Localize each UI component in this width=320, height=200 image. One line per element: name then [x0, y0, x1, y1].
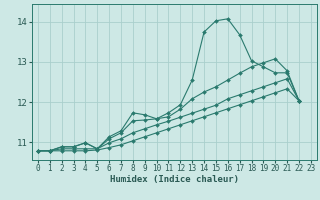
X-axis label: Humidex (Indice chaleur): Humidex (Indice chaleur) [110, 175, 239, 184]
